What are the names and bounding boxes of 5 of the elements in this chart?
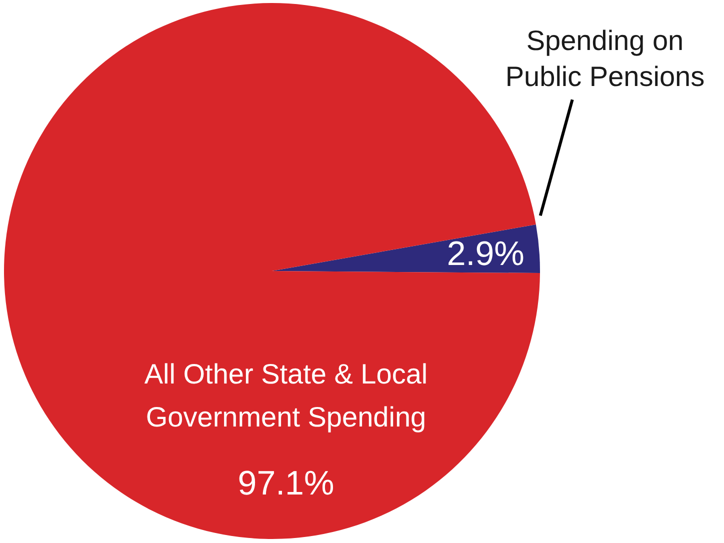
pie-slice <box>272 224 540 274</box>
data-label: 2.9% <box>446 235 524 274</box>
slice-label: All Other State & Local Government Spending <box>144 358 428 433</box>
data-label: 97.1% <box>238 464 334 503</box>
slice-label: Spending on Public Pensions <box>505 25 705 92</box>
